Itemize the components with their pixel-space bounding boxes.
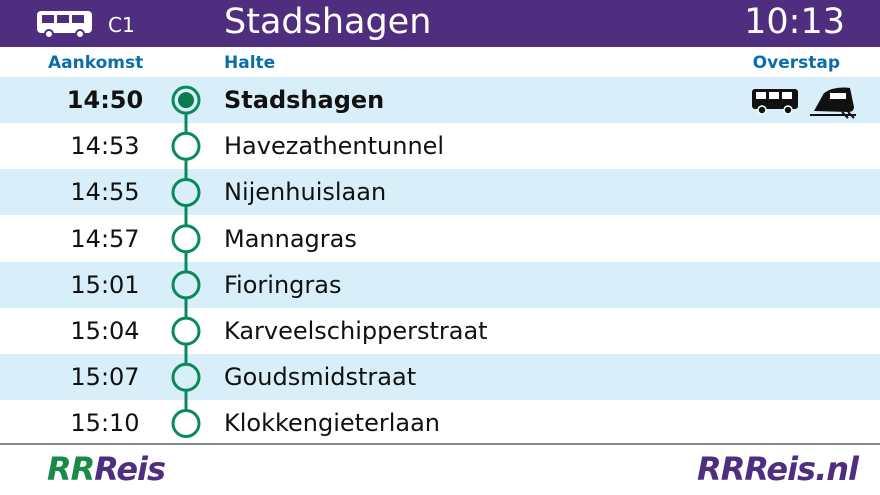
bus-icon xyxy=(37,11,92,39)
column-header: Halte xyxy=(224,53,276,73)
stop-marker xyxy=(171,316,201,346)
arrival-time: 14:57 xyxy=(70,224,140,253)
timeline xyxy=(171,85,201,438)
header-bar: C1 Stadshagen 10:13 xyxy=(0,0,880,47)
arrival-time: 14:55 xyxy=(70,178,140,207)
stop-row xyxy=(0,261,880,308)
arrival-time: 15:10 xyxy=(70,409,140,438)
website: RRReis.nl xyxy=(697,450,859,488)
destination: Stadshagen xyxy=(224,2,432,42)
current-stop-dot xyxy=(178,92,194,109)
clock: 10:13 xyxy=(744,2,845,42)
stop-marker xyxy=(171,131,201,161)
stop-name: Goudsmidstraat xyxy=(224,363,417,392)
arrival-time: 15:01 xyxy=(70,270,140,299)
logo: RRReis xyxy=(47,450,166,488)
stop-marker xyxy=(171,270,201,300)
stop-row xyxy=(0,77,880,123)
stop-name: Klokkengieterlaan xyxy=(224,409,441,438)
arrival-time: 14:50 xyxy=(66,86,144,114)
transfer-icons xyxy=(752,87,856,119)
column-header: Aankomst xyxy=(48,53,144,73)
divider xyxy=(0,443,880,445)
stop-name: Fioringras xyxy=(224,270,342,299)
stop-row xyxy=(0,169,880,216)
arrival-time: 14:53 xyxy=(70,132,140,161)
stop-marker xyxy=(171,224,201,254)
logo-name: Reis xyxy=(94,450,166,488)
column-header: Overstap xyxy=(752,53,840,73)
arrival-time: 15:07 xyxy=(70,363,140,392)
stop-marker xyxy=(171,362,201,392)
stop-name: Havezathentunnel xyxy=(224,132,445,161)
stop-marker xyxy=(171,409,201,438)
stop-name: Mannagras xyxy=(224,224,357,253)
stop-name: Karveelschipperstraat xyxy=(224,317,488,345)
stop-name: Stadshagen xyxy=(224,86,385,114)
line-number: C1 xyxy=(108,13,135,37)
logo-mark: RR xyxy=(47,450,95,488)
stop-name: Nijenhuislaan xyxy=(224,178,387,207)
arrival-time: 15:04 xyxy=(70,317,140,345)
stop-marker xyxy=(171,178,201,207)
stop-row xyxy=(0,354,880,401)
